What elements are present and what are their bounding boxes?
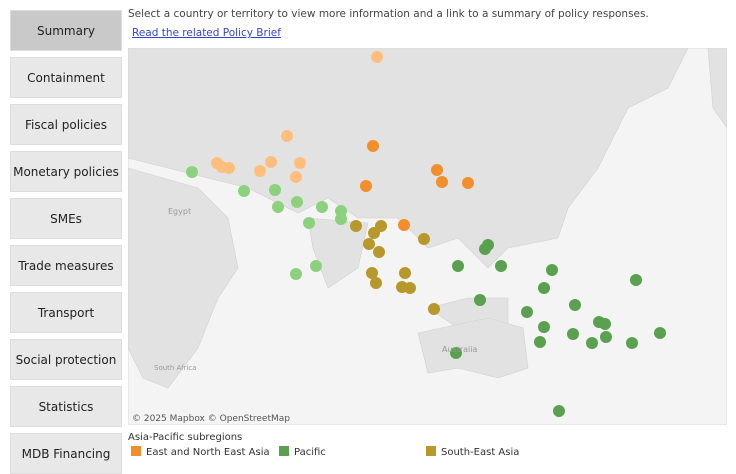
country-marker[interactable] [281, 130, 293, 142]
country-marker[interactable] [474, 294, 486, 306]
country-marker[interactable] [431, 164, 443, 176]
country-marker[interactable] [462, 177, 474, 189]
legend-swatch [131, 446, 141, 456]
country-marker[interactable] [626, 337, 638, 349]
country-marker[interactable] [418, 233, 430, 245]
country-marker[interactable] [599, 318, 611, 330]
legend-swatch [279, 446, 289, 456]
country-marker[interactable] [223, 162, 235, 174]
country-marker[interactable] [553, 405, 565, 417]
land [128, 48, 727, 389]
country-marker[interactable] [452, 260, 464, 272]
country-marker[interactable] [350, 220, 362, 232]
country-marker[interactable] [368, 227, 380, 239]
attribution: © 2025 Mapbox © OpenStreetMap [132, 414, 290, 424]
nav-button[interactable]: Transport [10, 292, 122, 333]
map-label: Australia [442, 345, 477, 354]
legend-swatch [426, 446, 436, 456]
page: Summary Containment Fiscal policies Monetar… [10, 8, 727, 474]
country-marker[interactable] [538, 282, 550, 294]
country-marker[interactable] [586, 337, 598, 349]
nav-button[interactable]: Monetary policies [10, 151, 122, 192]
country-marker[interactable] [290, 171, 302, 183]
country-marker[interactable] [366, 267, 378, 279]
country-marker[interactable] [303, 217, 315, 229]
legend-title: Asia-Pacific subregions [128, 432, 243, 443]
country-marker[interactable] [294, 157, 306, 169]
country-marker[interactable] [398, 219, 410, 231]
country-marker[interactable] [290, 268, 302, 280]
legend-item[interactable]: Pacific [279, 446, 326, 458]
nav-button[interactable]: Fiscal policies [10, 104, 122, 145]
map-label: Egypt [168, 207, 191, 216]
country-marker[interactable] [272, 201, 284, 213]
country-marker[interactable] [238, 185, 250, 197]
map[interactable]: Egypt Australia South Africa © 2025 Mapb… [128, 48, 727, 425]
country-marker[interactable] [360, 180, 372, 192]
country-markers [186, 51, 666, 417]
country-marker[interactable] [269, 184, 281, 196]
nav-button[interactable]: Statistics [10, 386, 122, 427]
country-marker[interactable] [569, 299, 581, 311]
country-marker[interactable] [521, 306, 533, 318]
country-marker[interactable] [335, 213, 347, 225]
nav-button[interactable]: Social protection [10, 339, 122, 380]
country-marker[interactable] [538, 321, 550, 333]
country-marker[interactable] [399, 267, 411, 279]
country-marker[interactable] [436, 176, 448, 188]
country-marker[interactable] [367, 140, 379, 152]
nav-button[interactable]: Containment [10, 57, 122, 98]
country-marker[interactable] [316, 201, 328, 213]
country-marker[interactable] [291, 196, 303, 208]
country-marker[interactable] [630, 274, 642, 286]
country-marker[interactable] [567, 328, 579, 340]
nav-button[interactable]: Summary [10, 10, 122, 51]
country-marker[interactable] [310, 260, 322, 272]
country-marker[interactable] [495, 260, 507, 272]
country-marker[interactable] [186, 166, 198, 178]
country-marker[interactable] [363, 238, 375, 250]
country-marker[interactable] [265, 156, 277, 168]
country-marker[interactable] [428, 303, 440, 315]
country-marker[interactable] [534, 336, 546, 348]
legend-item[interactable]: South-East Asia [426, 446, 519, 458]
instruction: Select a country or territory to view mo… [128, 8, 649, 20]
nav-button[interactable]: Trade measures [10, 245, 122, 286]
country-marker[interactable] [479, 243, 491, 255]
country-marker[interactable] [600, 331, 612, 343]
country-marker[interactable] [654, 327, 666, 339]
policy-brief-link[interactable]: Read the related Policy Brief [132, 27, 281, 39]
legend-label: South-East Asia [441, 447, 520, 458]
country-marker[interactable] [254, 165, 266, 177]
country-marker[interactable] [370, 277, 382, 289]
legend-item[interactable]: East and North East Asia [131, 446, 270, 458]
country-marker[interactable] [450, 347, 462, 359]
country-marker[interactable] [546, 264, 558, 276]
nav-button[interactable]: SMEs [10, 198, 122, 239]
country-marker[interactable] [373, 246, 385, 258]
legend-label: East and North East Asia [146, 447, 270, 458]
legend-label: Pacific [294, 447, 326, 458]
country-marker[interactable] [404, 282, 416, 294]
country-marker[interactable] [371, 51, 383, 63]
map-label: South Africa [154, 364, 197, 372]
